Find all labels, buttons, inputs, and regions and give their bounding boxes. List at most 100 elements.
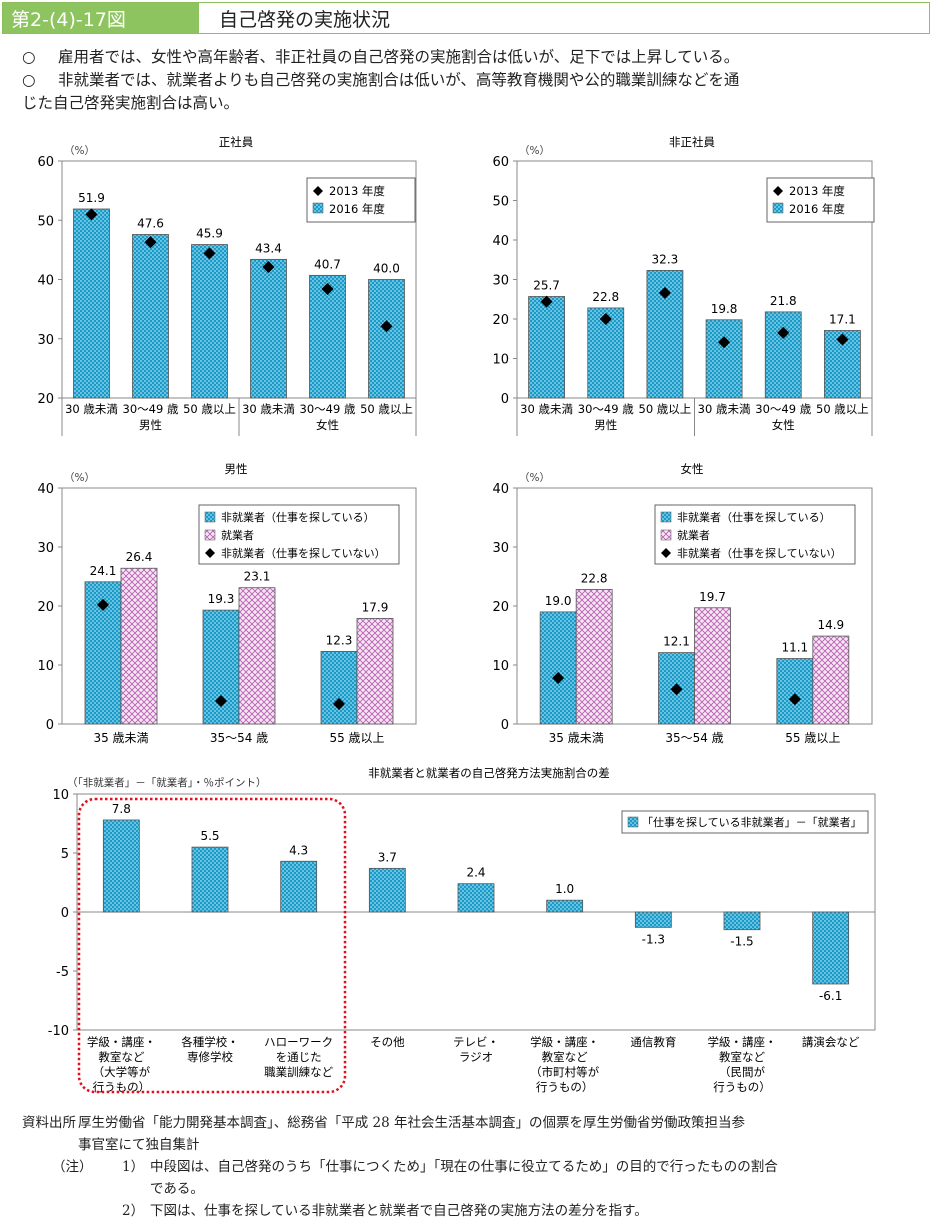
bar-value-label: 25.7 [533,278,560,292]
bar-2016 [73,208,110,399]
y-axis-unit: （%） [519,472,550,484]
marker-nonworker-not-seeking [215,694,227,707]
chart-title: 女性 [681,462,704,476]
bar-value-label: 24.1 [90,564,117,578]
x-tick-label: 35～54 歳 [210,731,268,745]
y-axis-unit: （「非就業者」－「就業者」・％ポイント） [67,776,267,789]
x-tick-label: その他 [370,1035,405,1049]
bar-value-label: 7.8 [112,802,131,816]
bar-worker [356,617,394,725]
legend-diamond-icon [313,186,323,196]
bar-value-label: 1.0 [555,882,574,896]
y-tick-label: 20 [37,392,54,407]
legend-box [306,177,416,223]
legend-box [621,810,869,834]
marker-2013 [540,295,553,308]
bar-value-label: 23.1 [244,570,271,584]
y-tick-label: -10 [48,1024,69,1039]
figure-header: 第2-(4)-17図 自己啓発の実施状況 [2,2,930,34]
bar-value-label: 3.7 [378,850,397,864]
y-tick-label: 60 [37,155,54,170]
x-tick-label: 30 歳未満 [698,402,751,416]
bar-value-label: 32.3 [652,252,679,266]
legend-label: 非就業者（仕事を探している） [221,510,375,524]
marker-nonworker-not-seeking [552,671,565,684]
legend-swatch-icon [772,202,784,214]
y-tick-label: 0 [501,718,509,733]
chart-title: 正社員 [219,135,254,149]
note-text: 中段図は、自己啓発のうち「仕事につくため」「現在の仕事に役立てるため」の目的で行… [150,1159,778,1175]
bar-value-label: 19.0 [545,594,572,608]
legend-label: 就業者 [677,528,710,542]
marker-2013 [203,247,216,260]
x-tick-label: を通じた [276,1050,322,1064]
x-tick-label: ラジオ [459,1050,493,1064]
marker-nonworker-not-seeking [670,683,683,696]
legend-label: 2016 年度 [329,202,385,216]
y-tick-label: 0 [46,718,54,733]
note-text-cont: である。 [150,1181,204,1197]
x-tick-label: 50 歳以上 [639,402,692,416]
bar-difference [812,911,850,985]
bar-nonworker-seeking [539,611,577,725]
legend-label: 非就業者（仕事を探していない） [677,546,842,560]
y-tick-label: 40 [37,274,54,289]
summary-text: 非就業者では、就業者よりも自己啓発の実施割合は低いが、高等教育機関や公的職業訓練… [58,71,740,89]
group-label: 男性 [139,418,162,432]
bullet-icon: ○ [22,48,36,66]
bar-value-label: 2.4 [466,866,485,880]
legend-label: 「仕事を探している非就業者」－「就業者」 [642,815,862,829]
bar-value-label: 12.1 [663,635,690,649]
y-axis-unit: （%） [64,472,95,484]
x-tick-label: 専修学校 [187,1050,233,1064]
bar-2016 [705,319,743,399]
marker-nonworker-not-seeking [788,693,801,706]
marker-2013 [321,282,334,295]
bar-difference [368,867,406,913]
bar-worker [694,607,731,725]
summary-text: 雇用者では、女性や高年齢者、非正社員の自己啓発の実施割合は低いが、足下では上昇し… [58,48,740,66]
bar-2016 [368,279,405,399]
bar-value-label: 21.8 [770,294,797,308]
y-tick-label: 50 [37,214,54,229]
bar-value-label: 47.6 [137,216,164,230]
y-tick-label: 60 [492,155,509,170]
x-tick-label: テレビ・ [453,1035,499,1049]
legend-label: 非就業者（仕事を探していない） [221,546,386,560]
marker-2013 [380,320,393,333]
bar-worker [575,589,613,725]
bar-2016 [132,234,169,399]
legend-diamond-icon [773,186,783,196]
bar-difference [280,860,318,913]
marker-2013 [144,236,157,249]
legend-swatch-icon [660,529,672,541]
note-label: （注） [52,1159,93,1175]
legend-swatch-icon [627,816,639,828]
y-axis-unit: （%） [519,145,550,157]
bar-worker [812,635,850,725]
x-tick-label: 35～54 歳 [665,731,723,745]
x-tick-label: 35 歳未満 [549,731,604,745]
chart-title: 非就業者と就業者の自己啓発方法実施割合の差 [368,766,610,780]
x-tick-label: 学級・講座・ [87,1035,156,1049]
group-label: 女性 [772,418,795,432]
marker-2013 [262,261,275,274]
y-tick-label: 20 [492,600,509,615]
y-tick-label: 10 [52,788,69,803]
y-tick-label: 10 [37,659,54,674]
bar-value-label: 17.9 [362,600,389,614]
bar-difference [102,819,140,913]
note-text: 下図は、仕事を探している非就業者と就業者で自己啓発の実施方法の差分を指す。 [150,1203,648,1219]
legend-diamond-icon [661,548,671,558]
legend-swatch-icon [204,529,216,541]
summary-item: ○ 雇用者では、女性や高年齢者、非正社員の自己啓発の実施割合は低いが、足下では上昇… [22,46,922,69]
footer: 資料出所 厚生労働省「能力開発基本調査」、総務省「平成 28 年社会生活基本調査」… [22,1112,922,1222]
bar-nonworker-seeking [776,658,814,725]
bar-worker [120,567,158,725]
chart-title: 非正社員 [669,135,715,149]
x-tick-label: 学級・講座・ [708,1035,777,1049]
bar-value-label: 12.3 [326,633,353,647]
x-tick-label: ハローワーク [264,1035,333,1049]
y-tick-label: 30 [492,274,509,289]
